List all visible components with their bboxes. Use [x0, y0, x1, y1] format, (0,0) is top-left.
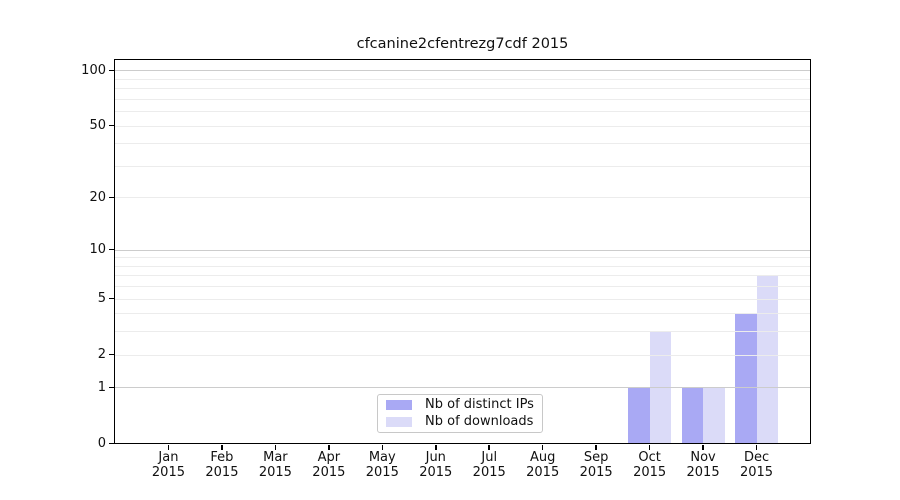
- gridline-major: [115, 249, 810, 251]
- x-tick-label-year: 2015: [205, 465, 239, 480]
- y-tick-label: 1: [97, 379, 106, 395]
- x-tick-label-month: May: [368, 449, 396, 465]
- x-tick-label-year: 2015: [419, 465, 453, 480]
- gridline-minor: [115, 165, 810, 167]
- legend-swatch: [386, 416, 412, 428]
- gridline-minor: [115, 111, 810, 113]
- x-tick-label-year: 2015: [365, 465, 399, 480]
- y-tick-mark: [108, 196, 114, 199]
- gridline-minor: [115, 331, 810, 333]
- x-tick-mark: [381, 445, 384, 450]
- gridline-minor: [115, 257, 810, 259]
- gridline-minor: [115, 143, 810, 145]
- y-tick-label: 0: [97, 436, 106, 451]
- x-tick-label: Oct 2015: [618, 450, 682, 481]
- x-tick-mark: [541, 445, 544, 450]
- gridline-minor: [115, 275, 810, 277]
- gridline-minor: [115, 298, 810, 300]
- x-tick-label-year: 2015: [472, 465, 506, 480]
- gridline-minor: [115, 98, 810, 100]
- x-tick-label-year: 2015: [686, 465, 720, 480]
- y-tick-mark: [108, 353, 114, 356]
- x-tick-label: Jan 2015: [136, 450, 200, 481]
- x-tick-label-year: 2015: [739, 465, 774, 480]
- x-tick-label-month: Dec: [743, 449, 770, 465]
- x-tick-mark: [702, 445, 704, 450]
- plot-area: [115, 60, 810, 444]
- gridline-minor: [115, 197, 810, 199]
- gridline-minor: [115, 88, 810, 90]
- x-tick-label-month: Aug: [529, 449, 556, 465]
- x-tick-label-month: Jan: [158, 449, 179, 465]
- x-tick-label-month: Nov: [690, 449, 716, 465]
- y-tick-label: 5: [97, 291, 106, 307]
- gridline-major: [115, 387, 810, 389]
- x-tick-label-month: Feb: [210, 449, 234, 465]
- x-tick-label: Feb 2015: [190, 450, 254, 481]
- y-tick-mark: [108, 442, 114, 445]
- legend-swatch: [386, 399, 412, 411]
- x-tick-label: Dec 2015: [725, 450, 789, 481]
- x-tick-label: Nov 2015: [671, 450, 735, 481]
- bar-nb-of-distinct-ips: [735, 313, 757, 444]
- legend-label: Nb of distinct IPs: [425, 397, 534, 412]
- x-tick-label: Jun 2015: [404, 450, 468, 481]
- bar-nb-of-distinct-ips: [681, 387, 704, 444]
- x-tick-label: Sep 2015: [564, 450, 628, 481]
- legend-item: Nb of downloads: [386, 415, 542, 429]
- legend-label: Nb of downloads: [425, 414, 534, 429]
- x-tick-label: Mar 2015: [243, 450, 307, 481]
- x-tick-mark: [435, 445, 437, 450]
- x-tick-mark: [595, 445, 597, 450]
- y-tick-mark: [108, 297, 114, 300]
- x-tick-label: Aug 2015: [511, 450, 575, 481]
- y-tick-mark: [108, 386, 114, 389]
- x-tick-label-year: 2015: [579, 465, 613, 480]
- y-tick-label: 20: [89, 189, 106, 205]
- x-tick-mark: [488, 445, 490, 450]
- bar-nb-of-distinct-ips: [628, 387, 650, 444]
- y-tick-label: 50: [89, 118, 106, 134]
- x-tick-label-month: Jul: [481, 449, 498, 465]
- x-tick-label-month: Mar: [263, 449, 288, 465]
- x-tick-label-month: Jun: [425, 449, 446, 465]
- x-tick-label-month: Oct: [638, 449, 661, 465]
- gridline-minor: [115, 265, 810, 267]
- x-tick-label-month: Apr: [317, 449, 341, 465]
- x-tick-mark: [648, 445, 651, 450]
- y-tick-label: 10: [89, 242, 106, 258]
- x-tick-label-year: 2015: [526, 465, 560, 480]
- x-tick-label-year: 2015: [633, 465, 667, 480]
- gridline-minor: [115, 125, 810, 127]
- legend: Nb of distinct IPs Nb of downloads: [377, 394, 543, 433]
- x-tick-label-month: Sep: [583, 449, 609, 465]
- gridline-minor: [115, 354, 810, 356]
- legend-item: Nb of distinct IPs: [386, 398, 542, 412]
- gridline-major: [115, 70, 810, 72]
- gridline-minor: [115, 78, 810, 80]
- x-tick-mark: [167, 445, 170, 450]
- x-tick-mark: [274, 445, 277, 450]
- gridline-minor: [115, 286, 810, 288]
- x-tick-label: Apr 2015: [297, 450, 361, 481]
- y-tick-mark: [108, 248, 114, 251]
- chart-title: cfcanine2cfentrezg7cdf 2015: [356, 36, 569, 52]
- x-tick-label-year: 2015: [258, 465, 292, 480]
- x-tick-mark: [221, 445, 223, 450]
- y-tick-mark: [108, 124, 114, 127]
- x-tick-mark: [755, 445, 758, 450]
- bar-nb-of-downloads: [756, 275, 779, 444]
- y-tick-label: 2: [97, 347, 106, 363]
- x-tick-label: Jul 2015: [457, 450, 521, 481]
- x-tick-label: May 2015: [350, 450, 414, 481]
- x-tick-mark: [328, 445, 330, 450]
- bar-nb-of-downloads: [703, 387, 725, 444]
- x-tick-label-year: 2015: [312, 465, 346, 480]
- y-tick-label: 100: [81, 62, 106, 78]
- gridline-minor: [115, 313, 810, 315]
- y-tick-mark: [108, 69, 114, 72]
- x-tick-label-year: 2015: [151, 465, 185, 480]
